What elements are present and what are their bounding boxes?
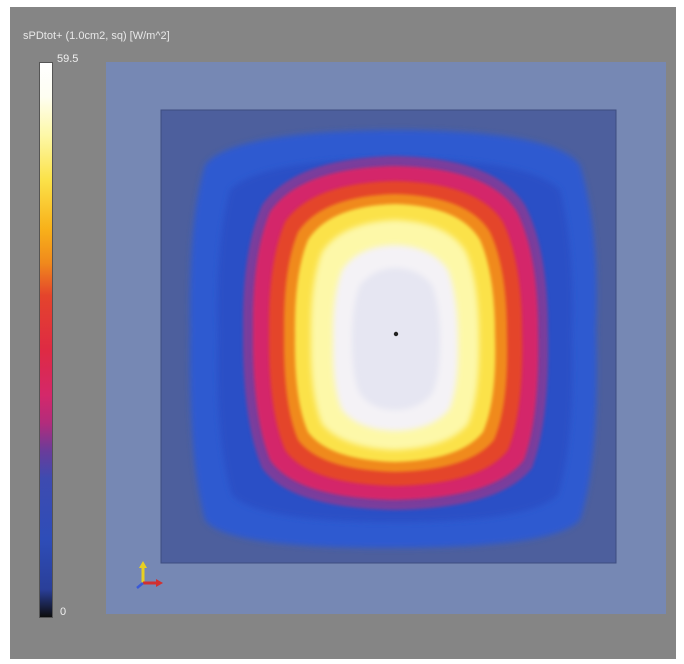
colorbar-title: sPDtot+ (1.0cm2, sq) [W/m^2] <box>23 30 170 42</box>
colorbar-max-label: 59.5 <box>57 53 79 65</box>
colorbar <box>39 62 53 618</box>
colorbar-min-label: 0 <box>60 606 67 618</box>
axis-triad-icon <box>136 561 163 589</box>
peak-marker-icon <box>393 331 399 337</box>
contour-peak-center <box>352 268 440 410</box>
